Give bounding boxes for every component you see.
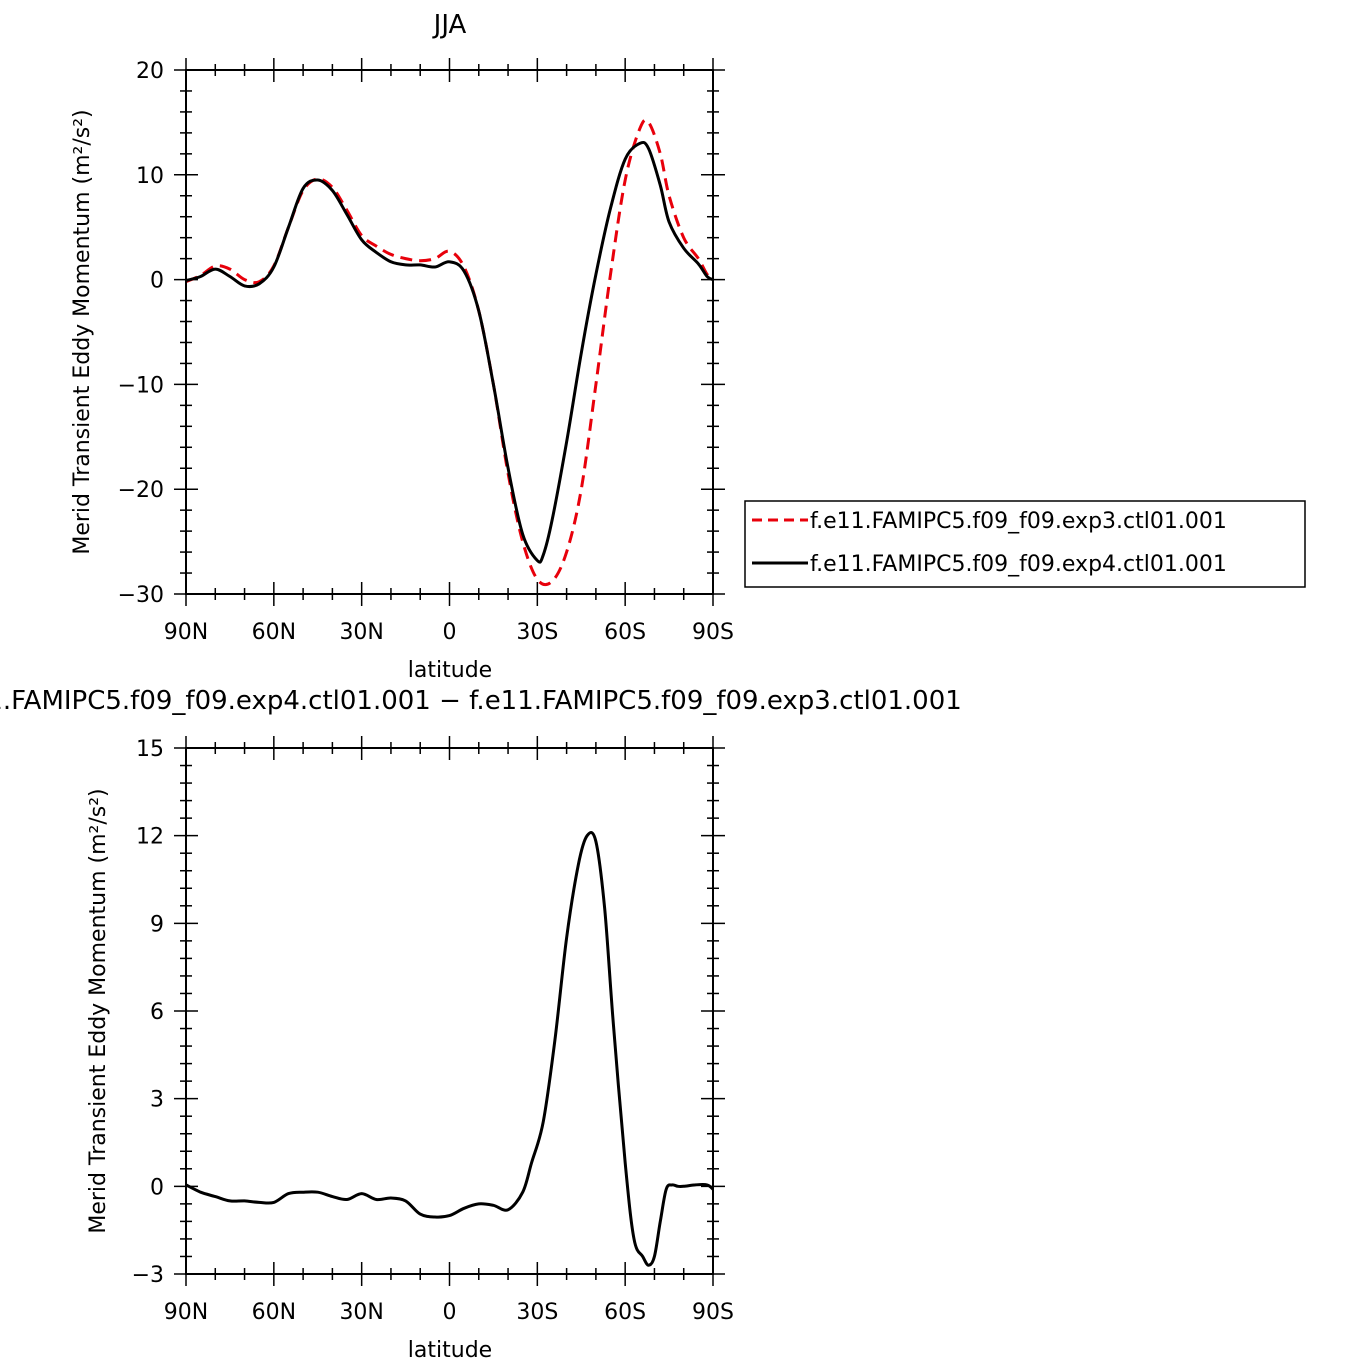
- top-x-tick-label: 30N: [339, 620, 383, 645]
- top-y-tick-label: 20: [136, 59, 164, 84]
- top-x-tick-label: 30S: [516, 620, 558, 645]
- top-plot-frame: [185, 69, 714, 595]
- bottom-y-tick-label: 6: [150, 1000, 164, 1025]
- bottom-y-tick-label: 9: [150, 912, 164, 937]
- bottom-x-tick-label: 30S: [516, 1300, 558, 1325]
- top-x-tick-label: 60N: [252, 620, 296, 645]
- bottom-x-tick-label: 90S: [692, 1300, 734, 1325]
- bottom-plot-frame: [185, 747, 714, 1275]
- bottom-x-axis-label: latitude: [408, 1338, 492, 1363]
- legend-box: [744, 500, 1306, 588]
- top-x-tick-label: 90S: [692, 620, 734, 645]
- bottom-y-ticks: −3 0 3 6 9 12 15: [132, 737, 725, 1288]
- bottom-y-tick-label: 12: [136, 825, 164, 850]
- bottom-y-tick-label: −3: [132, 1263, 164, 1288]
- top-chart-panel: JJA −30 −20 −10 0 10 20 90N 60N 30N 0 30S 60S 90S M…: [70, 10, 1306, 683]
- bottom-y-tick-label: 0: [150, 1175, 164, 1200]
- top-x-tick-label: 60S: [604, 620, 646, 645]
- top-x-ticks: 90N 60N 30N 0 30S 60S 90S: [164, 58, 734, 645]
- top-y-tick-label: −30: [118, 583, 164, 608]
- top-y-tick-label: 10: [136, 164, 164, 189]
- bottom-chart-panel: f.e11.FAMIPC5.f09_f09.exp4.ctl01.001 − f…: [0, 686, 962, 1363]
- top-series-line-1: [185, 140, 714, 564]
- top-y-tick-label: −10: [118, 373, 164, 398]
- legend: f.e11.FAMIPC5.f09_f09.exp3.ctl01.001 f.e…: [744, 500, 1306, 588]
- bottom-x-tick-label: 90N: [164, 1300, 208, 1325]
- top-y-tick-label: −20: [118, 478, 164, 503]
- bottom-y-tick-label: 15: [136, 737, 164, 762]
- bottom-x-tick-label: 30N: [339, 1300, 383, 1325]
- bottom-series-lines: [185, 831, 715, 1267]
- top-x-axis-label: latitude: [408, 658, 492, 683]
- top-series-line-0: [185, 118, 715, 587]
- legend-label-exp4: f.e11.FAMIPC5.f09_f09.exp4.ctl01.001: [810, 552, 1227, 577]
- bottom-chart-title: f.e11.FAMIPC5.f09_f09.exp4.ctl01.001 − f…: [0, 686, 962, 716]
- top-series-lines: [185, 118, 715, 587]
- bottom-y-tick-label: 3: [150, 1088, 164, 1113]
- top-chart-title: JJA: [432, 10, 467, 40]
- bottom-series-line-0: [185, 831, 715, 1267]
- bottom-x-tick-label: 60N: [252, 1300, 296, 1325]
- bottom-y-axis-label: Merid Transient Eddy Momentum (m²/s²): [86, 788, 111, 1233]
- bottom-x-ticks: 90N 60N 30N 0 30S 60S 90S: [164, 736, 734, 1325]
- bottom-x-tick-label: 0: [443, 1300, 457, 1325]
- legend-label-exp3: f.e11.FAMIPC5.f09_f09.exp3.ctl01.001: [810, 509, 1227, 534]
- top-y-tick-label: 0: [150, 269, 164, 294]
- top-x-tick-label: 90N: [164, 620, 208, 645]
- top-x-tick-label: 0: [443, 620, 457, 645]
- top-y-axis-label: Merid Transient Eddy Momentum (m²/s²): [70, 109, 95, 554]
- bottom-x-tick-label: 60S: [604, 1300, 646, 1325]
